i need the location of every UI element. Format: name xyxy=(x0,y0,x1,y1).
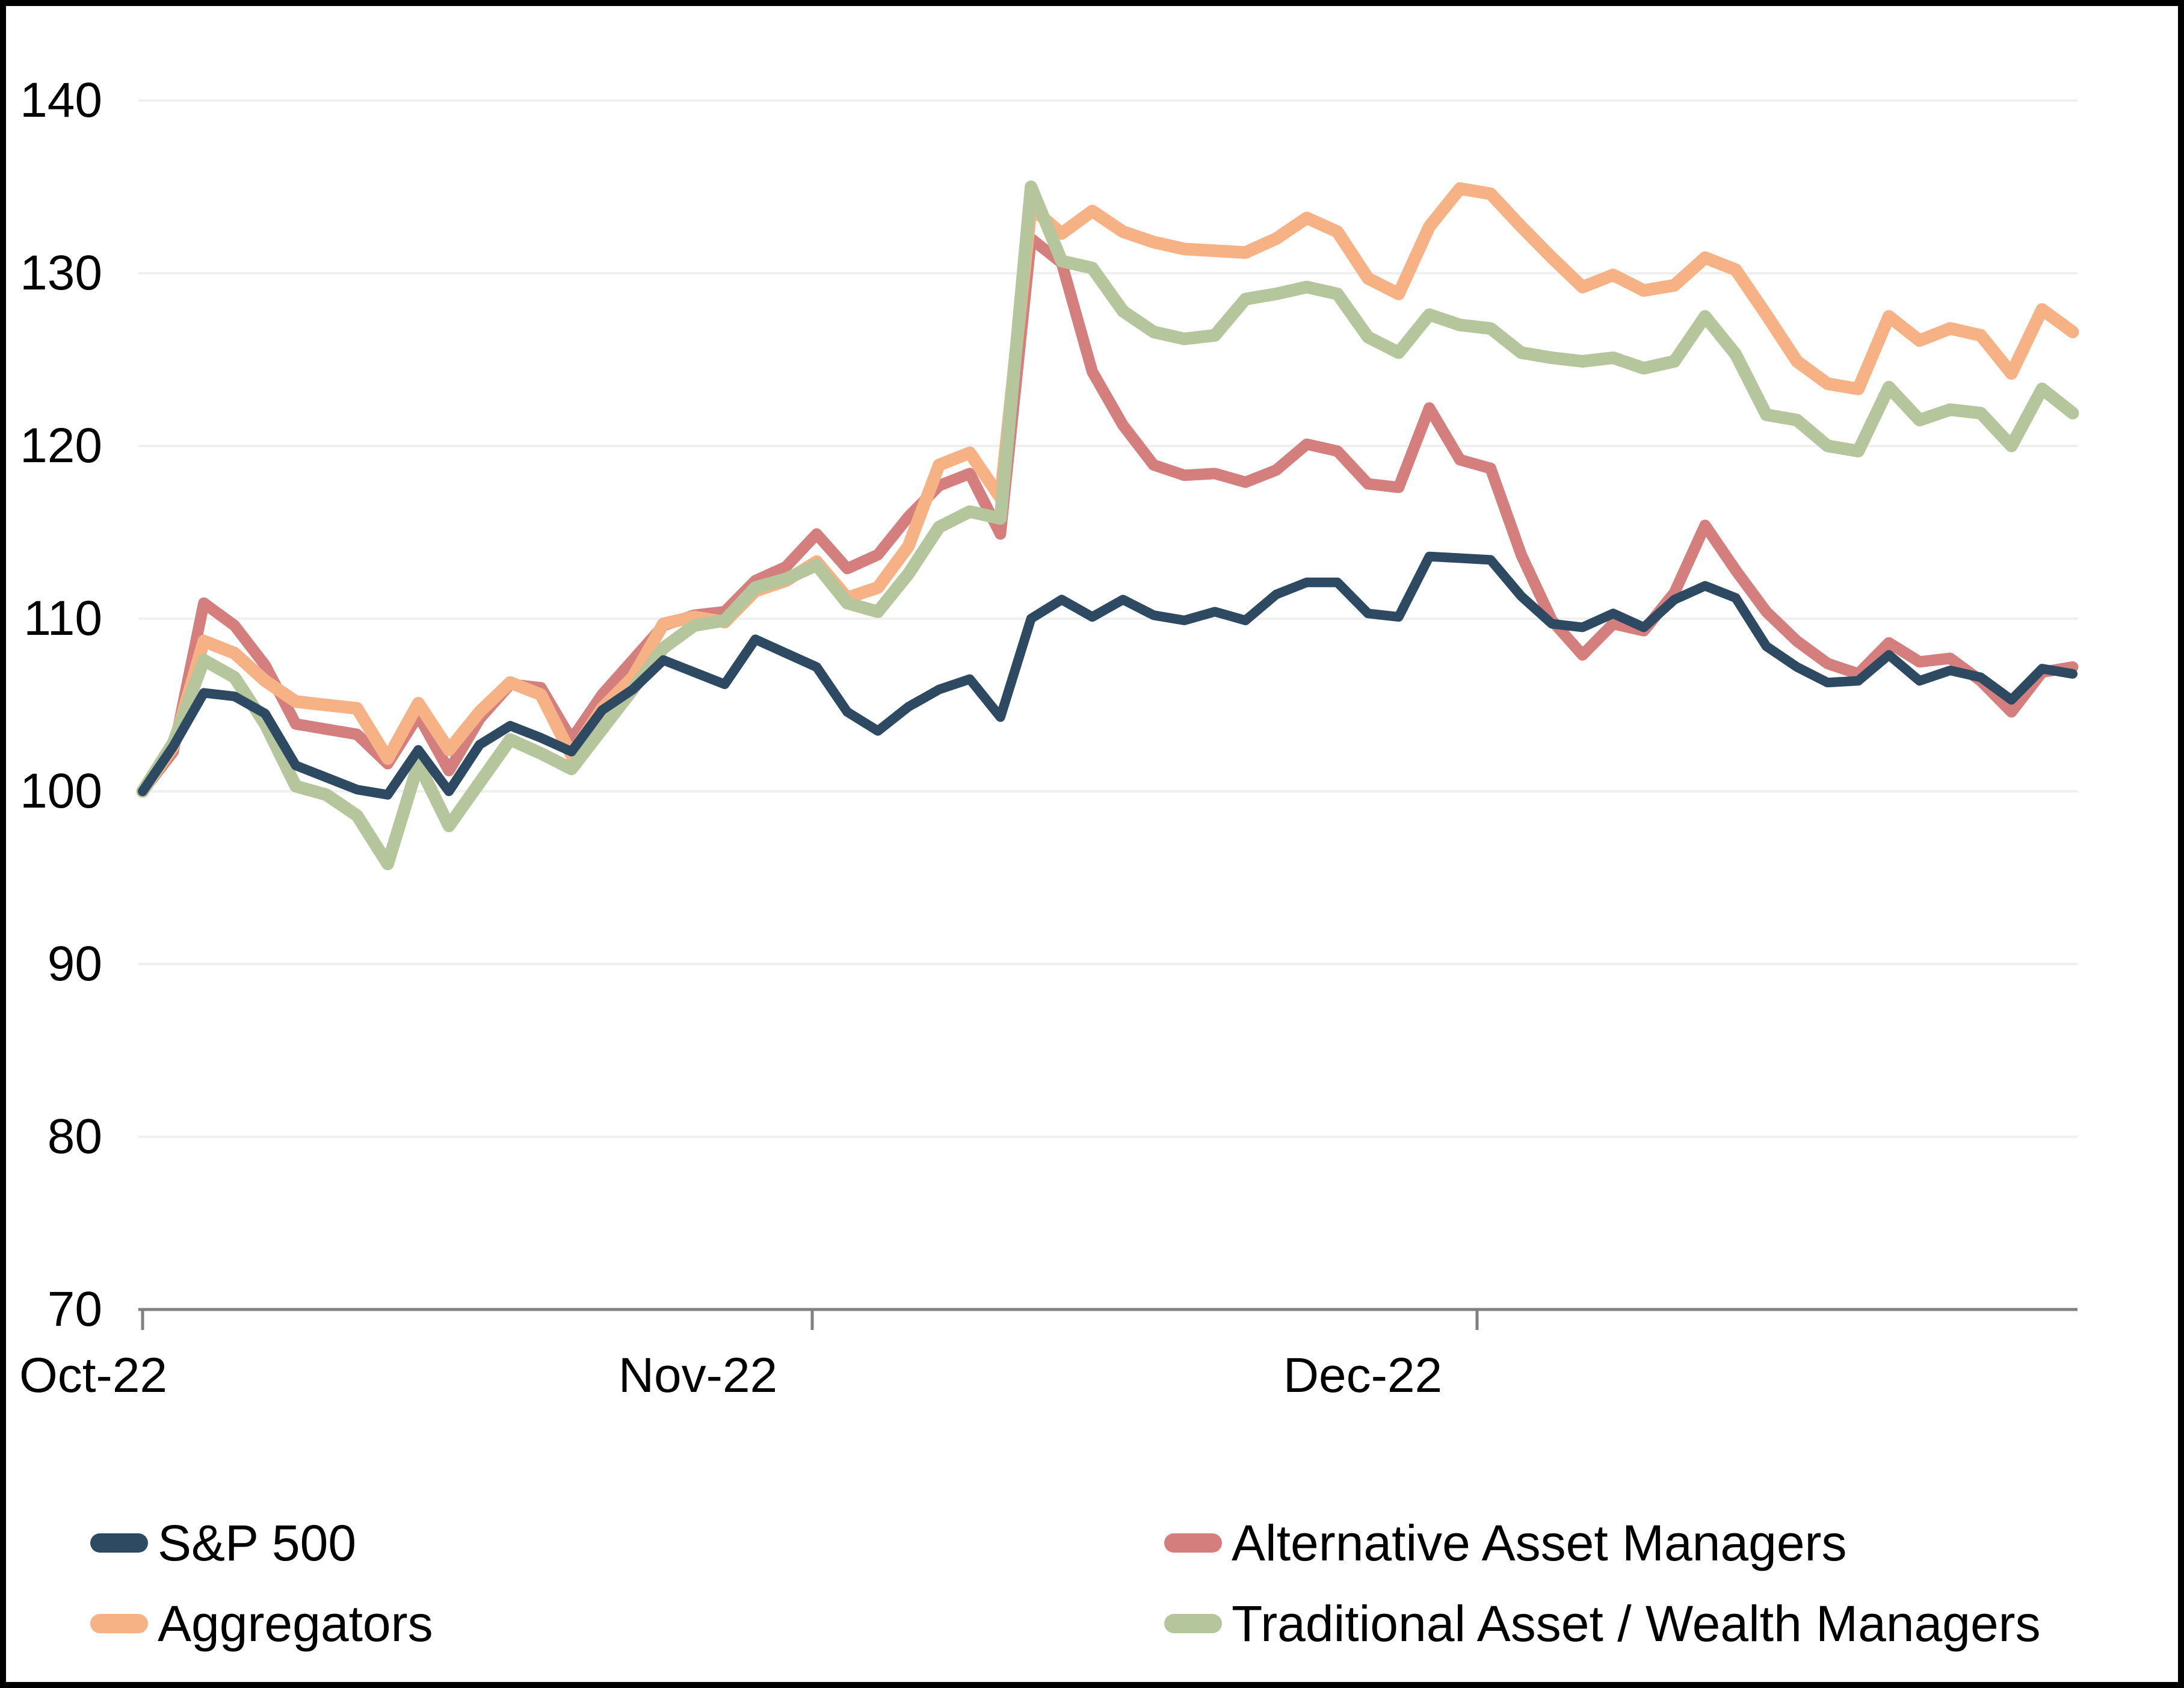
series-line-aggregators xyxy=(136,182,2079,798)
legend-label: S&P 500 xyxy=(158,1515,357,1571)
x-axis-label-nov-22: Nov-22 xyxy=(618,1348,778,1403)
x-axis-label-oct-22: Oct-22 xyxy=(19,1348,168,1403)
series-line-traditional-asset-wealth-managers xyxy=(136,181,2079,870)
series-line-s-p-500 xyxy=(138,551,2078,800)
y-axis-label-90: 90 xyxy=(47,936,102,991)
legend-label: Traditional Asset / Wealth Managers xyxy=(1232,1595,2041,1652)
legend-item-aggregators: Aggregators xyxy=(90,1596,433,1651)
legend-item-s-p-500: S&P 500 xyxy=(90,1515,356,1571)
y-axis-label-140: 140 xyxy=(20,73,102,128)
y-axis-label-80: 80 xyxy=(47,1109,102,1164)
series-line-alternative-asset-managers xyxy=(137,233,2079,797)
y-axis-label-110: 110 xyxy=(23,591,102,646)
y-axis-label-120: 120 xyxy=(20,418,102,473)
legend-item-traditional-asset-wealth-managers: Traditional Asset / Wealth Managers xyxy=(1164,1596,2041,1651)
legend-swatch-icon xyxy=(90,1614,148,1633)
y-axis-label-70: 70 xyxy=(47,1282,102,1337)
x-axis-label-dec-22: Dec-22 xyxy=(1283,1348,1443,1403)
legend-swatch-icon xyxy=(1164,1614,1222,1633)
y-axis-label-100: 100 xyxy=(20,764,102,818)
legend-item-alternative-asset-managers: Alternative Asset Managers xyxy=(1164,1515,1847,1571)
legend-swatch-icon xyxy=(1164,1533,1222,1553)
legend-swatch-icon xyxy=(90,1533,148,1553)
legend-label: Alternative Asset Managers xyxy=(1232,1515,1847,1571)
y-axis-label-130: 130 xyxy=(20,246,102,300)
legend-label: Aggregators xyxy=(158,1595,433,1652)
